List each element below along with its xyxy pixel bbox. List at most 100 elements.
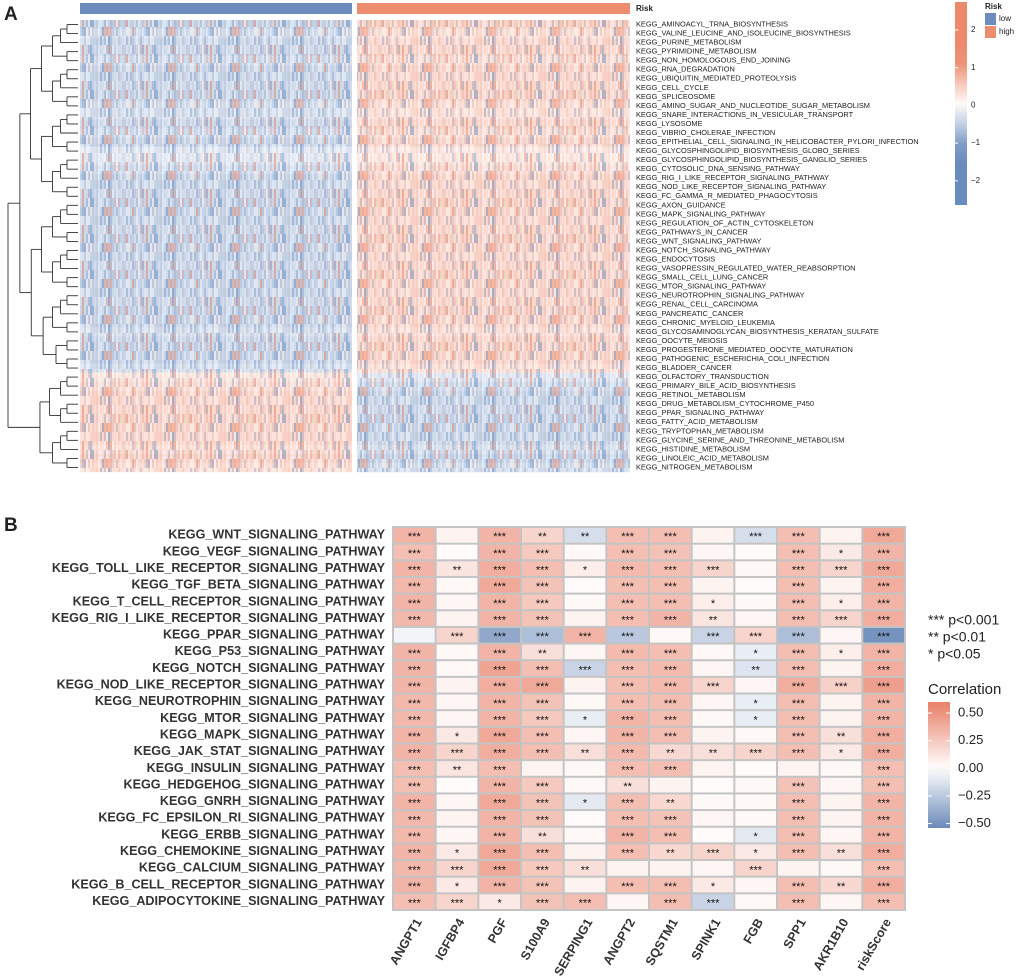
significance-label: ***	[877, 798, 891, 810]
significance-label: *	[754, 648, 759, 660]
significance-label: ***	[621, 731, 635, 743]
heatmap-cell	[863, 644, 904, 660]
heatmap-cell	[436, 627, 478, 643]
heatmap-cell	[820, 627, 862, 643]
significance-label: **	[538, 648, 547, 660]
significance-label: ***	[408, 648, 422, 660]
significance-label: ***	[792, 748, 806, 760]
column-label: ANGPT1	[387, 916, 425, 967]
row-label: KEGG_WNT_SIGNALING_PATHWAY	[168, 528, 385, 542]
heatmap-cell	[394, 611, 435, 626]
panel-label: A	[4, 4, 18, 25]
colorbar-label: −2	[971, 176, 981, 185]
heatmap-cell	[650, 577, 691, 593]
heatmap-cell	[863, 677, 904, 693]
heatmap-cell	[692, 627, 734, 643]
heatmap-cell	[650, 727, 691, 743]
significance-label: ***	[792, 848, 806, 860]
heatmap-cell	[820, 894, 862, 909]
significance-label: ***	[493, 864, 507, 876]
heatmap-cell	[394, 561, 435, 576]
heatmap-cell	[820, 644, 862, 660]
significance-label: *	[754, 714, 759, 726]
significance-label: ***	[408, 814, 422, 826]
colorbar-label: 2	[971, 25, 976, 34]
significance-label: ***	[493, 664, 507, 676]
colorbar-label: 0.25	[958, 732, 983, 747]
significance-label: *	[839, 648, 844, 660]
significance-label: ***	[493, 598, 507, 610]
column-label: AKR1B10	[811, 916, 852, 973]
heatmap-cell	[394, 827, 435, 843]
significance-label: ***	[877, 898, 891, 910]
row-label: KEGG_NON_HOMOLOGOUS_END_JOINING	[636, 56, 791, 65]
significance-label: ***	[664, 881, 678, 893]
heatmap-cell	[394, 894, 435, 909]
row-label: KEGG_NOD_LIKE_RECEPTOR_SIGNALING_PATHWAY	[636, 182, 826, 191]
heatmap-cell	[650, 861, 691, 876]
risk-annotation	[357, 3, 630, 14]
heatmap-cell	[650, 794, 691, 810]
row-label: KEGG_RIG_I_LIKE_RECEPTOR_SIGNALING_PATHW…	[636, 173, 829, 182]
heatmap-cell	[479, 577, 520, 593]
heatmap-cell	[394, 777, 435, 793]
heatmap-cell	[522, 711, 563, 726]
row-label: KEGG_FC_EPSILON_RI_SIGNALING_PATHWAY	[98, 811, 385, 825]
heatmap-cell	[692, 844, 734, 860]
row-label: KEGG_AMINO_SUGAR_AND_NUCLEOTIDE_SUGAR_ME…	[636, 101, 870, 110]
significance-label: ***	[493, 798, 507, 810]
heatmap-cell	[607, 644, 648, 660]
significance-label: ***	[707, 681, 721, 693]
heatmap-cell	[778, 711, 819, 726]
row-label: KEGG_TRYPTOPHAN_METABOLISM	[636, 426, 764, 435]
significance-label: **	[837, 881, 846, 893]
significance-label: ***	[493, 631, 507, 643]
row-label: KEGG_GLYCINE_SERINE_AND_THREONINE_METABO…	[636, 435, 844, 444]
heatmap-cell	[650, 761, 691, 776]
heatmap-cell	[394, 577, 435, 593]
significance-label: ***	[621, 714, 635, 726]
significance-label: ***	[493, 548, 507, 560]
significance-label: ***	[536, 798, 550, 810]
significance-label: ***	[792, 881, 806, 893]
heatmap-cell	[863, 577, 904, 593]
significance-label: ***	[664, 598, 678, 610]
heatmap-cell	[564, 861, 606, 876]
heatmap-cell	[820, 827, 862, 843]
row-label: KEGG_INSULIN_SIGNALING_PATHWAY	[147, 761, 386, 775]
heatmap-cell	[778, 777, 819, 793]
heatmap-cell	[607, 794, 648, 810]
significance-label: **	[837, 848, 846, 860]
row-label: KEGG_SNARE_INTERACTIONS_IN_VESICULAR_TRA…	[636, 110, 854, 119]
heatmap-cell	[564, 811, 606, 826]
significance-label: ***	[792, 631, 806, 643]
heatmap-cell	[692, 594, 734, 610]
significance-label: ***	[579, 664, 593, 676]
significance-label: ***	[664, 581, 678, 593]
significance-label: *	[711, 598, 716, 610]
heatmap-cell	[735, 594, 776, 610]
heatmap-cell	[692, 677, 734, 693]
significance-label: ***	[579, 631, 593, 643]
heatmap-cell	[522, 877, 563, 893]
heatmap-cell	[564, 894, 606, 909]
significance-label: ***	[877, 531, 891, 543]
heatmap-cell	[820, 661, 862, 676]
column-label: SQSTM1	[643, 916, 681, 968]
significance-label: ***	[536, 581, 550, 593]
significance-label: ***	[877, 698, 891, 710]
heatmap-cell	[692, 561, 734, 576]
significance-label: *	[455, 848, 460, 860]
heatmap-cell	[650, 844, 691, 860]
heatmap-cell	[692, 644, 734, 660]
row-label: KEGG_CHRONIC_MYELOID_LEUKEMIA	[636, 318, 775, 327]
row-label: KEGG_SPLICEOSOME	[636, 92, 715, 101]
significance-label: ***	[792, 898, 806, 910]
row-label: KEGG_RENAL_CELL_CARCINOMA	[636, 300, 758, 309]
heatmap-cell	[735, 744, 776, 760]
heatmap-cell	[778, 661, 819, 676]
heatmap-cell	[650, 677, 691, 693]
heatmap-cell	[607, 611, 648, 626]
significance-label: ***	[536, 714, 550, 726]
heatmap-cell	[479, 561, 520, 576]
